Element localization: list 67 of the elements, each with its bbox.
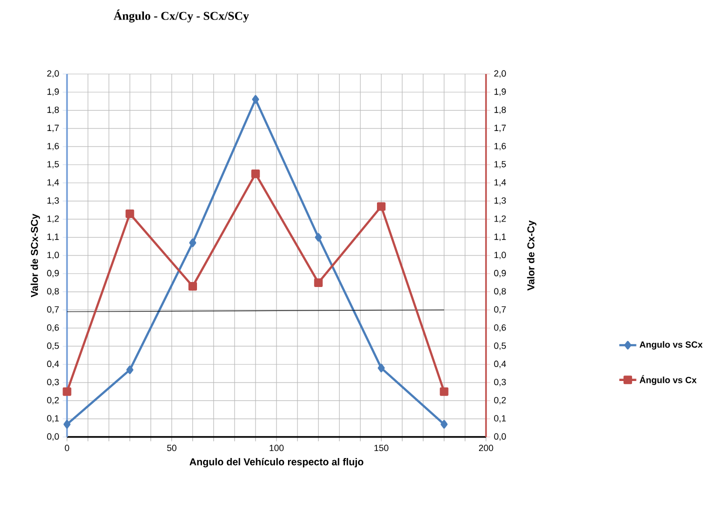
y-axis-title: Valor de SCx-SCy bbox=[30, 214, 40, 298]
y-tick-label: 1,7 bbox=[47, 124, 59, 132]
y2-tick-label: 0,9 bbox=[494, 270, 506, 278]
point bbox=[440, 420, 448, 429]
y2-tick-label: 0,3 bbox=[494, 378, 506, 386]
y-tick-label: 0,9 bbox=[47, 270, 59, 278]
y-tick-label: 1,3 bbox=[47, 197, 59, 205]
x-tick-label: 100 bbox=[270, 444, 284, 452]
y2-tick-label: 1,9 bbox=[494, 88, 506, 96]
y2-axis-title: Valor de Cx-Cy bbox=[527, 220, 536, 291]
y-tick-label: 1,2 bbox=[47, 215, 59, 223]
y-tick-label: 0,4 bbox=[47, 360, 59, 368]
y2-tick-label: 1,1 bbox=[494, 234, 506, 241]
point bbox=[376, 202, 386, 211]
y-tick-label: 1,5 bbox=[47, 161, 59, 168]
y2-tick-label: 1,4 bbox=[494, 179, 506, 187]
y-tick-label: 1,4 bbox=[47, 179, 59, 187]
y2-tick-label: 1,7 bbox=[494, 124, 506, 132]
x-tick-label: 50 bbox=[167, 444, 176, 452]
y-tick-label: 1,0 bbox=[47, 252, 59, 260]
y-tick-label: 0,2 bbox=[47, 396, 59, 404]
point bbox=[314, 278, 323, 287]
point bbox=[252, 95, 260, 104]
y-tick-label: 0,0 bbox=[47, 433, 59, 441]
y2-tick-label: 1,6 bbox=[494, 142, 506, 150]
y2-tick-label: 0,6 bbox=[494, 324, 506, 332]
chart-title: Ángulo - Cx/Cy - SCx/SCy bbox=[114, 10, 249, 22]
point bbox=[62, 387, 72, 396]
y2-tick-label: 1,2 bbox=[494, 215, 506, 223]
x-tick-label: 150 bbox=[374, 444, 388, 452]
point bbox=[378, 364, 385, 372]
point bbox=[64, 420, 70, 429]
y2-tick-label: 0,5 bbox=[494, 342, 506, 350]
x-tick-label: 0 bbox=[64, 444, 70, 452]
point bbox=[189, 238, 196, 248]
point bbox=[440, 387, 448, 396]
y-tick-label: 1,8 bbox=[47, 106, 59, 114]
y-tick-label: 1,9 bbox=[47, 88, 59, 96]
y2-tick-label: 0,8 bbox=[494, 288, 506, 296]
point bbox=[314, 233, 322, 242]
legend-label: Angulo vs SCx bbox=[640, 341, 703, 350]
y2-tick-label: 0,1 bbox=[494, 415, 506, 423]
x-axis-title: Angulo del Vehículo respecto al flujo bbox=[190, 458, 364, 468]
y-tick-label: 0,5 bbox=[47, 342, 59, 350]
y2-tick-label: 1,8 bbox=[494, 106, 506, 114]
y-tick-label: 0,6 bbox=[47, 324, 59, 332]
point bbox=[126, 366, 134, 374]
y2-tick-label: 0,4 bbox=[494, 360, 506, 368]
point bbox=[251, 170, 260, 178]
y-tick-label: 2,0 bbox=[47, 70, 59, 78]
y2-tick-label: 0,2 bbox=[494, 396, 506, 404]
y-tick-label: 0,7 bbox=[47, 306, 59, 314]
y2-tick-label: 1,5 bbox=[494, 161, 506, 168]
y2-tick-label: 0,0 bbox=[494, 433, 506, 441]
legend-label: Ángulo vs Cx bbox=[640, 375, 697, 385]
y-tick-label: 0,3 bbox=[47, 378, 59, 386]
y2-tick-label: 1,0 bbox=[494, 252, 506, 260]
y-tick-label: 0,8 bbox=[47, 288, 59, 296]
x-tick-label: 200 bbox=[478, 444, 494, 452]
y-tick-label: 1,6 bbox=[47, 142, 59, 150]
y2-tick-label: 0,7 bbox=[494, 306, 506, 314]
point bbox=[126, 209, 134, 218]
y2-tick-label: 2,0 bbox=[494, 70, 506, 78]
point bbox=[188, 282, 197, 291]
y-tick-label: 1,1 bbox=[47, 234, 59, 241]
y-tick-label: 0,1 bbox=[47, 415, 59, 423]
y2-tick-label: 1,3 bbox=[494, 197, 506, 205]
